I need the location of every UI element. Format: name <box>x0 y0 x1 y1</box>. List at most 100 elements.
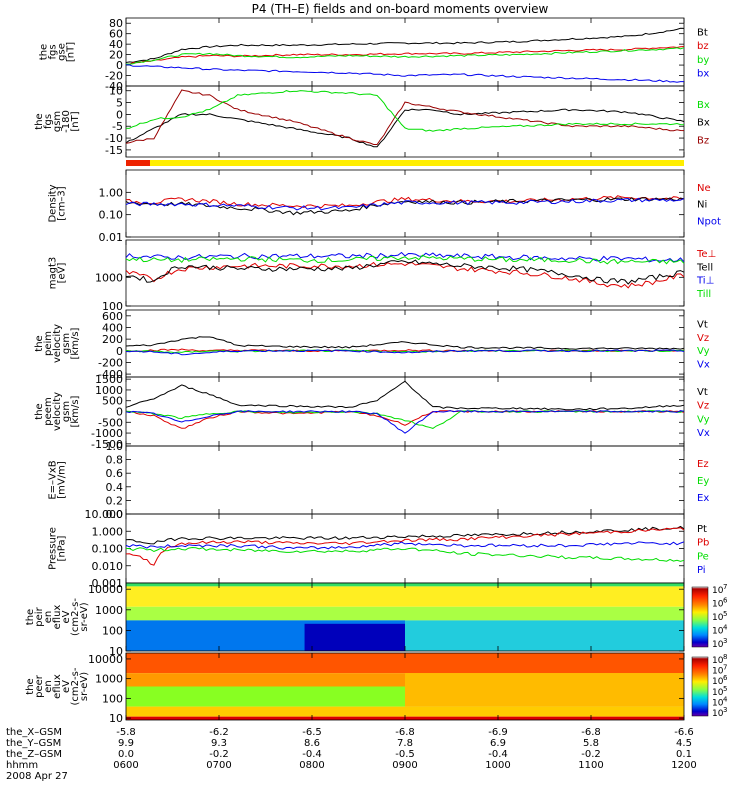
y-axis-label: eflux <box>52 605 63 630</box>
y-tick-label: 0.4 <box>106 481 124 494</box>
legend-label: Vy <box>697 346 710 357</box>
y-tick-label: 1000 <box>95 604 123 617</box>
y-tick-label: -20 <box>105 70 123 83</box>
footer-value: 0600 <box>113 760 138 771</box>
footer-value: 0.1 <box>676 749 692 760</box>
colorbar-exponent: 8 <box>723 653 727 661</box>
legend-label: Ni <box>697 200 707 211</box>
series-line-Vt <box>125 380 685 411</box>
panel-p3: 1.00 0.10 0.01 Density[cm–3] Ne Ni Npot <box>48 169 721 244</box>
y-axis-label: peim <box>43 331 54 356</box>
legend-label: by <box>697 55 709 66</box>
series-line-Vz <box>125 410 685 429</box>
y-tick-label: 10 <box>109 645 123 658</box>
y-tick-label: 80 <box>109 17 123 30</box>
legend-label: bx <box>697 68 709 79</box>
y-tick-label: 1.00 <box>99 186 124 199</box>
status-bar-yellow <box>150 160 684 166</box>
legend-label: Ez <box>697 459 709 470</box>
heatmap-band <box>304 623 405 651</box>
y-tick-label: 100 <box>102 692 123 705</box>
y-tick-label: 5 <box>116 97 123 110</box>
footer-row-label: the_X–GSM <box>6 727 62 738</box>
colorbar-exponent: 5 <box>723 685 727 693</box>
footer-value: -6.6 <box>674 727 694 738</box>
y-tick-label: 200 <box>102 333 123 346</box>
footer-row-label: hhmm <box>6 760 38 771</box>
footer-value: -0.2 <box>209 749 229 760</box>
y-axis-label: [cm–3] <box>57 186 68 221</box>
series-line-Npot <box>125 197 685 211</box>
series-line-bz <box>125 46 685 65</box>
y-tick-label: 0.010 <box>92 560 124 573</box>
footer-date: 2008 Apr 27 <box>6 771 68 782</box>
heatmap-band <box>405 673 684 707</box>
y-axis-label: fgs <box>48 44 59 59</box>
y-tick-label: 0.100 <box>92 543 124 556</box>
y-axis-label: gsm <box>61 401 72 422</box>
y-tick-label: 100 <box>102 300 123 313</box>
legend-label: Vx <box>697 360 710 371</box>
y-tick-label: 0 <box>116 108 123 121</box>
footer-value: -0.4 <box>488 749 508 760</box>
series-line-Pt <box>125 525 685 545</box>
y-axis-label: fgs <box>43 114 54 129</box>
footer: the_X–GSM -5.8 -6.2 -6.5 -6.8 -6.9 -6.8 -6.6 the… <box>6 727 697 782</box>
y-axis-label: velocity <box>52 324 63 363</box>
footer-value: 1000 <box>485 760 510 771</box>
colorbar-exponent: 5 <box>723 610 727 618</box>
series-line-Bx <box>125 108 685 148</box>
status-bar-red <box>126 160 150 166</box>
panel-frame <box>125 376 685 447</box>
y-axis-label: [eV] <box>57 263 68 284</box>
colorbar-exponent: 6 <box>723 674 728 682</box>
colorbar-tick: 10 <box>712 613 724 623</box>
y-axis-label: velocity <box>52 392 63 431</box>
y-tick-label: -5 <box>112 120 123 133</box>
legend-label: Vx <box>697 428 710 439</box>
y-axis-label: peer <box>34 674 45 698</box>
series-line-Vx <box>125 410 685 434</box>
y-axis-label: Pressure <box>48 527 59 570</box>
series-line-Pb <box>125 527 685 566</box>
y-tick-label: 60 <box>109 28 123 41</box>
y-tick-label: -1500 <box>91 438 123 451</box>
y-axis-label: en <box>43 680 54 693</box>
colorbar-exponent: 4 <box>723 695 728 703</box>
y-axis-label: [nT] <box>70 111 81 131</box>
series-line-by <box>125 47 685 65</box>
legend-label: Vz <box>697 333 709 344</box>
y-tick-label: 10 <box>109 85 123 98</box>
colorbar-tick: 10 <box>712 627 724 637</box>
y-tick-label: -15 <box>105 144 123 157</box>
y-tick-label: 1.0 <box>106 440 124 453</box>
y-axis-label: the <box>34 335 45 351</box>
y-axis-label: the <box>39 44 50 60</box>
heatmap-band <box>126 706 684 717</box>
footer-value: -6.5 <box>302 727 322 738</box>
panel-p4: 1000 100 magt3[eV] Te⊥ Tell Ti⊥ Till <box>48 239 716 313</box>
panel-p8: 10.000 1.000 0.100 0.010 0.001 Pressure[nPa] P… <box>48 508 710 590</box>
y-axis-label: (cm2-s- <box>70 598 81 636</box>
y-axis-label: E=–VxB <box>48 460 59 499</box>
colorbar-exponent: 3 <box>723 706 727 714</box>
colorbar-tick: 10 <box>712 677 724 687</box>
footer-row-label: the_Y–GSM <box>6 738 61 749</box>
legend-label: Till <box>696 289 711 300</box>
y-tick-label: 20 <box>109 49 123 62</box>
footer-value: 9.3 <box>211 738 227 749</box>
y-tick-label: -400 <box>98 368 123 381</box>
heatmap-band <box>126 653 684 674</box>
chart-title: P4 (TH–E) fields and on-board moments ov… <box>252 2 549 16</box>
y-axis-label: the <box>25 609 36 625</box>
y-axis-label: [km/s] <box>70 395 81 427</box>
footer-value: -6.9 <box>488 727 508 738</box>
colorbar-exponent: 3 <box>723 637 727 645</box>
y-axis-label: the <box>34 403 45 419</box>
legend-label: Te⊥ <box>696 249 716 260</box>
series-line-Tell <box>125 259 685 285</box>
